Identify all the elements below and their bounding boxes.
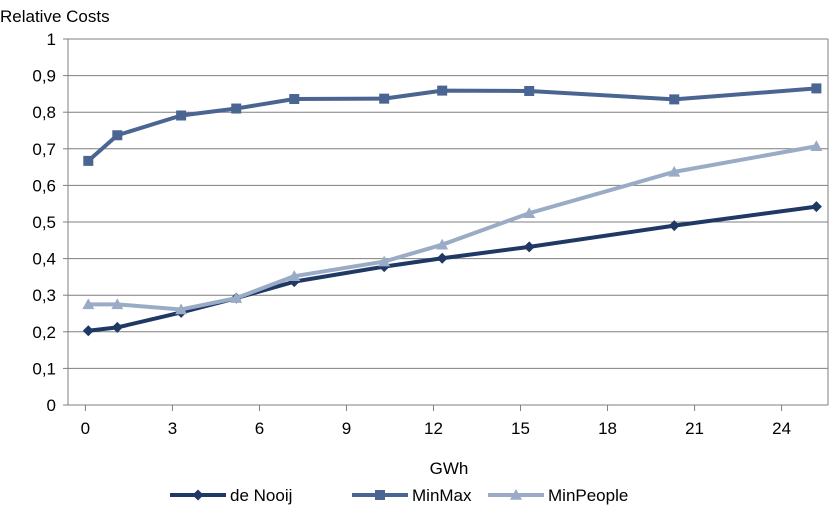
data-point-minmax — [669, 94, 680, 105]
legend-item-minpeople: MinPeople — [488, 486, 628, 505]
series-de-nooij — [82, 201, 822, 337]
series-line-minmax — [86, 86, 817, 163]
legend-swatch-marker — [192, 489, 204, 501]
legend-label: MinPeople — [548, 486, 628, 505]
legend-item-de-nooij: de Nooij — [170, 486, 292, 505]
data-point-minmax — [524, 85, 535, 96]
data-point-minpeople — [378, 255, 391, 267]
x-tick-label: 0 — [81, 419, 90, 438]
x-tick-label: 9 — [342, 419, 351, 438]
data-point-de-nooij — [436, 252, 448, 264]
x-tick-label: 24 — [772, 419, 791, 438]
data-point-de-nooij — [523, 241, 535, 253]
data-point-minmax — [176, 110, 187, 121]
data-point-minpeople — [111, 298, 124, 310]
series-minpeople — [82, 140, 823, 315]
y-tick-label: 0,8 — [32, 103, 56, 122]
series — [82, 83, 823, 337]
y-axis-title: Relative Costs — [0, 7, 110, 26]
legend-label: de Nooij — [230, 486, 292, 505]
data-point-minmax — [112, 130, 123, 141]
legend-label: MinMax — [412, 486, 472, 505]
legend-swatch-marker — [375, 490, 385, 500]
data-point-minmax — [231, 103, 242, 114]
data-point-minmax — [83, 155, 94, 166]
series-minmax — [83, 83, 822, 166]
data-point-minpeople — [668, 165, 681, 177]
data-point-minmax — [289, 94, 300, 105]
series-line-minpeople — [88, 144, 817, 312]
data-point-minpeople — [436, 238, 449, 250]
series-line-de-nooij — [88, 204, 817, 333]
x-tick-label: 6 — [255, 419, 264, 438]
data-point-de-nooij — [111, 321, 123, 333]
y-tick-label: 0,1 — [32, 359, 56, 378]
y-tick-label: 0,5 — [32, 213, 56, 232]
data-point-minmax — [379, 93, 390, 104]
y-tick-label: 0,3 — [32, 286, 56, 305]
x-tick-label: 12 — [424, 419, 443, 438]
y-tick-label: 0,2 — [32, 323, 56, 342]
legend-item-minmax: MinMax — [352, 486, 472, 505]
legend-swatch-marker — [510, 489, 522, 500]
y-tick-label: 0,9 — [32, 67, 56, 86]
x-tick-label: 21 — [685, 419, 704, 438]
data-point-minpeople — [288, 270, 301, 281]
data-point-minmax — [811, 83, 822, 94]
data-point-minpeople — [82, 298, 95, 310]
data-point-minpeople — [230, 292, 243, 303]
gridlines — [68, 38, 828, 369]
y-tick-label: 0,6 — [32, 176, 56, 195]
x-tick-label: 3 — [168, 419, 177, 438]
x-tick-label: 18 — [598, 419, 617, 438]
data-point-de-nooij — [810, 201, 822, 213]
data-point-minpeople — [175, 303, 188, 315]
y-tick-label: 1 — [47, 30, 56, 49]
data-point-minpeople — [523, 207, 536, 219]
data-point-minmax — [437, 85, 448, 96]
x-tick-label: 15 — [511, 419, 530, 438]
y-tick-label: 0,4 — [32, 250, 56, 269]
data-point-de-nooij — [668, 220, 680, 232]
y-tick-label: 0 — [47, 396, 56, 415]
axes: 0 0,1 0,2 0,3 0,4 0,5 0,6 0,7 0,8 0,9 1 0 3 6 9 12 15 18 2… — [32, 30, 829, 438]
data-point-de-nooij — [82, 325, 94, 337]
x-axis-title: GWh — [430, 459, 469, 478]
y-tick-label: 0,7 — [32, 140, 56, 159]
data-point-minpeople — [810, 140, 823, 152]
legend: de Nooij MinMax MinPeople — [170, 486, 628, 505]
